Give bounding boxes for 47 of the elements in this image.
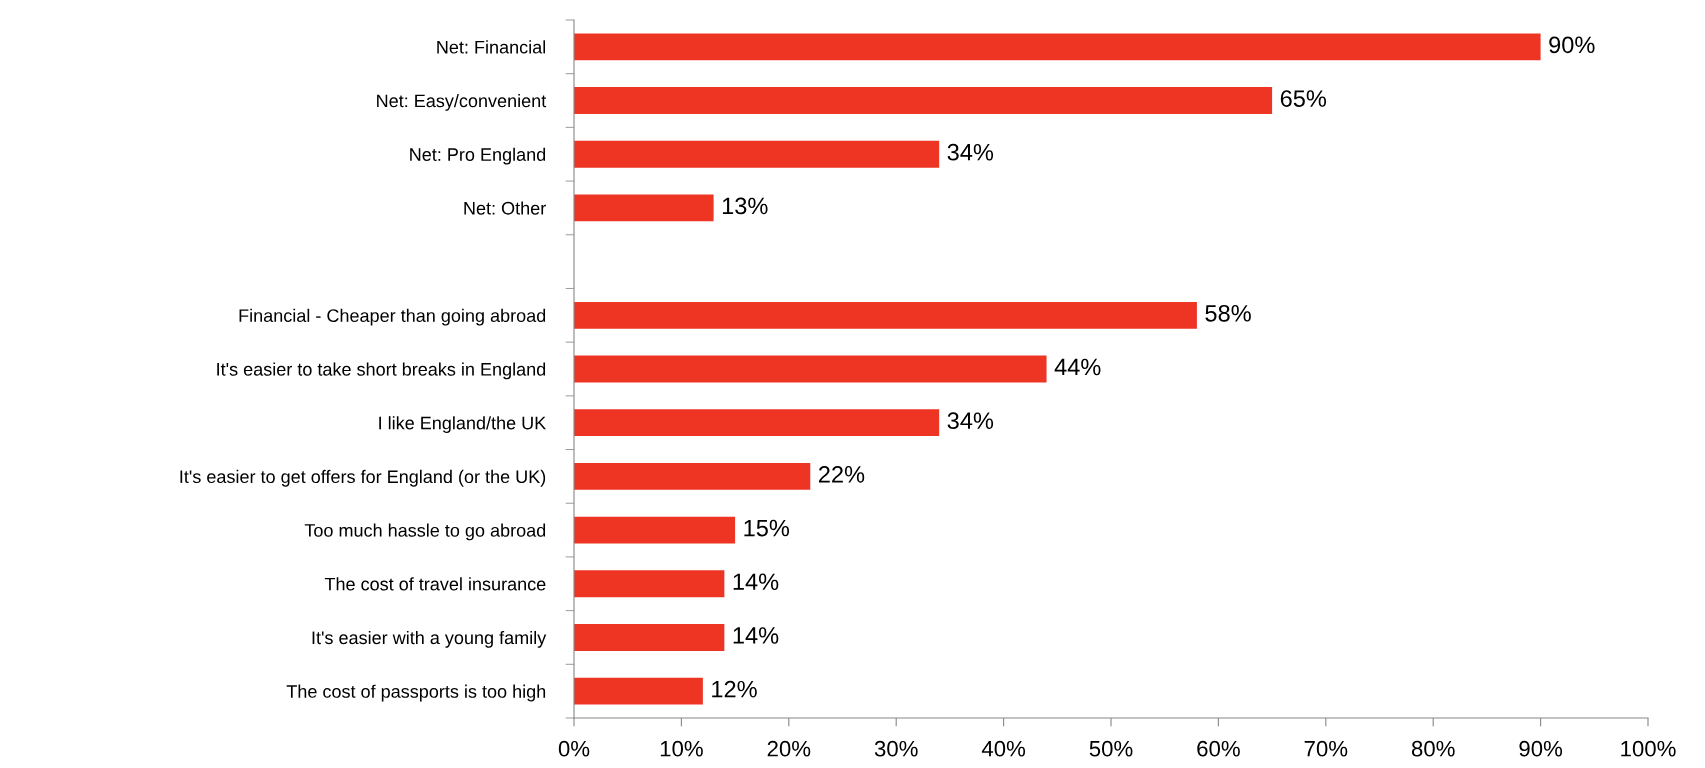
data-label: 44% <box>1054 358 1101 376</box>
data-label: 12% <box>712 680 757 698</box>
data-label: 34% <box>947 412 994 430</box>
y-tick-label: Net: Pro England <box>410 147 546 165</box>
y-tick-label: Net: Other <box>464 201 546 215</box>
y-tick-label: Net: Financial <box>437 40 546 54</box>
bar <box>574 462 811 490</box>
bar <box>574 33 1541 61</box>
x-tick-label: 60% <box>1197 740 1240 757</box>
y-tick-label: Financial - Cheaper than going abroad <box>239 308 546 326</box>
bar <box>574 516 736 544</box>
x-tick-label: 0% <box>558 740 590 757</box>
data-label: 13% <box>722 197 768 215</box>
bar <box>574 409 940 437</box>
bar <box>574 677 703 705</box>
y-tick-label: I like England/the UK <box>379 416 547 433</box>
x-tick-label: 40% <box>981 740 1026 757</box>
data-label: 65% <box>1280 90 1327 107</box>
x-tick-label: 30% <box>874 740 918 757</box>
bar <box>574 624 725 651</box>
data-label: 58% <box>1205 304 1251 322</box>
y-tick-label: The cost of passports is too high <box>286 684 546 702</box>
x-tick-label: 70% <box>1304 740 1348 757</box>
x-tick-label: 100% <box>1621 740 1676 757</box>
data-label: 90% <box>1549 36 1595 54</box>
y-tick-label: The cost of travel insurance <box>324 577 546 591</box>
x-tick-label: 80% <box>1411 740 1455 757</box>
y-tick-label: It's easier to get offers for England (or the UK) <box>180 469 546 487</box>
bar <box>574 140 940 168</box>
bar <box>574 301 1197 329</box>
data-label: 14% <box>733 573 779 591</box>
y-tick-label: Net: Easy/convenient <box>377 94 547 111</box>
x-tick-label: 20% <box>767 740 811 757</box>
y-tick-label: It's easier with a young family <box>312 630 547 648</box>
x-tick-label: 50% <box>1089 740 1133 757</box>
bar <box>574 194 714 222</box>
x-tick-label: 10% <box>660 740 703 757</box>
data-label: 14% <box>733 627 779 644</box>
data-label: 22% <box>818 466 865 483</box>
data-label: 15% <box>744 519 790 537</box>
data-label: 34% <box>947 143 994 161</box>
x-tick-label: 90% <box>1519 740 1563 757</box>
y-tick-label: Too much hassle to go abroad <box>304 523 546 541</box>
bar <box>574 87 1273 114</box>
y-tick-label: It's easier to take short breaks in England <box>217 362 546 380</box>
bar <box>574 355 1047 383</box>
bar <box>574 570 725 598</box>
